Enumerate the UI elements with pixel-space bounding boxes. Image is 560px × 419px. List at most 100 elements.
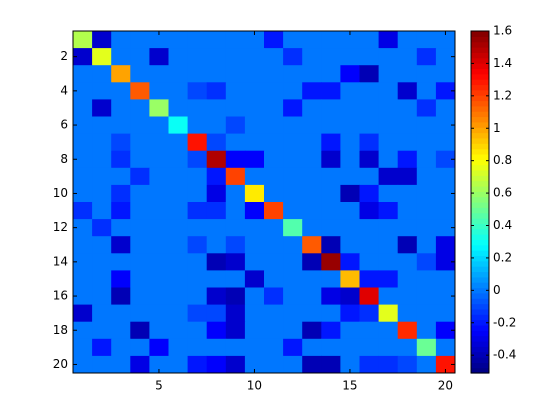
cell [206, 65, 227, 83]
cell [283, 270, 303, 288]
x-tick-label: 15 [342, 379, 357, 393]
cell [378, 48, 399, 66]
cell [130, 304, 150, 323]
y-tick-label: 10 [53, 186, 68, 200]
cell [302, 270, 322, 288]
colorbar-frame [470, 30, 490, 374]
cell [283, 355, 303, 374]
cell [397, 304, 418, 323]
cell [92, 150, 112, 169]
cell [397, 321, 418, 340]
cell [244, 270, 265, 288]
cell [187, 287, 208, 306]
colorbar-swatch [471, 196, 489, 203]
cell [283, 82, 303, 100]
cell [435, 304, 456, 323]
cell [321, 304, 341, 323]
cell [283, 48, 303, 66]
cell [244, 48, 265, 66]
cell [435, 184, 456, 203]
cell [397, 202, 418, 220]
cell [416, 355, 437, 374]
cell [149, 150, 169, 169]
colorbar-swatch [471, 356, 489, 363]
colorbar-swatch [471, 116, 489, 123]
cell [359, 321, 380, 340]
cell [378, 236, 399, 254]
cell [397, 287, 418, 306]
cell [264, 236, 284, 254]
cell [302, 184, 322, 203]
cell [187, 202, 208, 220]
colorbar-tick-label: 0.8 [493, 153, 512, 167]
cell [206, 287, 227, 306]
cell [397, 65, 418, 83]
cell [416, 270, 437, 288]
colorbar-swatch [471, 164, 489, 171]
cell [359, 219, 380, 237]
cell [206, 48, 227, 66]
cell [92, 99, 112, 117]
cell [244, 184, 265, 203]
cell [92, 253, 112, 271]
cell [111, 150, 131, 169]
cell [168, 99, 189, 117]
cell [168, 304, 189, 323]
y-tick-label: 6 [60, 118, 68, 132]
cell [225, 236, 246, 254]
cell [359, 236, 380, 254]
cell [264, 150, 284, 169]
cell [244, 82, 265, 100]
cell [378, 355, 399, 374]
colorbar-swatch [471, 132, 489, 139]
cell [264, 253, 284, 271]
cell [416, 48, 437, 66]
cell [73, 150, 93, 169]
cell [111, 99, 131, 117]
cell [168, 133, 189, 152]
colorbar-swatch [471, 73, 489, 80]
cell [321, 82, 341, 100]
cell [416, 287, 437, 306]
cell [416, 150, 437, 169]
cell [244, 65, 265, 83]
cell [416, 99, 437, 117]
cell [359, 99, 380, 117]
cell [225, 65, 246, 83]
colorbar-swatch [471, 271, 489, 278]
cell [435, 150, 456, 169]
cell [130, 219, 150, 237]
colorbar-swatch [471, 105, 489, 112]
cell [264, 202, 284, 220]
cell [359, 116, 380, 135]
colorbar-swatch [471, 36, 489, 43]
cell [111, 82, 131, 100]
cell [73, 48, 93, 66]
colorbar-swatch [471, 175, 489, 182]
cell [168, 48, 189, 66]
cell [378, 65, 399, 83]
cell [149, 99, 169, 117]
cell [264, 184, 284, 203]
cell [168, 167, 189, 186]
cell [264, 270, 284, 288]
colorbar-swatch [471, 180, 489, 187]
cell [435, 338, 456, 357]
cell [225, 304, 246, 323]
colorbar-swatch [471, 159, 489, 166]
cell [206, 338, 227, 357]
cell [378, 304, 399, 323]
cell [264, 133, 284, 152]
cell [149, 338, 169, 357]
cell [206, 133, 227, 152]
cell [359, 48, 380, 66]
cell [92, 184, 112, 203]
cell [244, 236, 265, 254]
cell [225, 355, 246, 374]
cell [264, 31, 284, 49]
cell [149, 167, 169, 186]
cell [111, 338, 131, 357]
cell [397, 253, 418, 271]
cell [225, 338, 246, 357]
cell [149, 321, 169, 340]
